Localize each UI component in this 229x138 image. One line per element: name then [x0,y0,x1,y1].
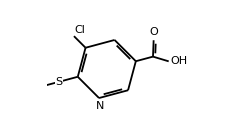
Text: Cl: Cl [74,25,85,35]
Text: N: N [96,101,104,112]
Text: O: O [149,27,157,37]
Text: OH: OH [169,56,186,66]
Text: S: S [55,77,63,87]
